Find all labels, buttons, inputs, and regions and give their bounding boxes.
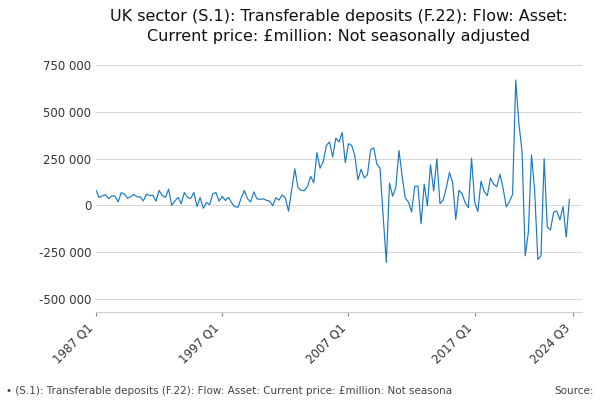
Text: Source:: Source: (554, 386, 594, 396)
Text: • (S.1): Transferable deposits (F.22): Flow: Asset: Current price: £million: Not: • (S.1): Transferable deposits (F.22): F… (6, 386, 452, 396)
Title: UK sector (S.1): Transferable deposits (F.22): Flow: Asset:
Current price: £mill: UK sector (S.1): Transferable deposits (… (110, 9, 568, 44)
